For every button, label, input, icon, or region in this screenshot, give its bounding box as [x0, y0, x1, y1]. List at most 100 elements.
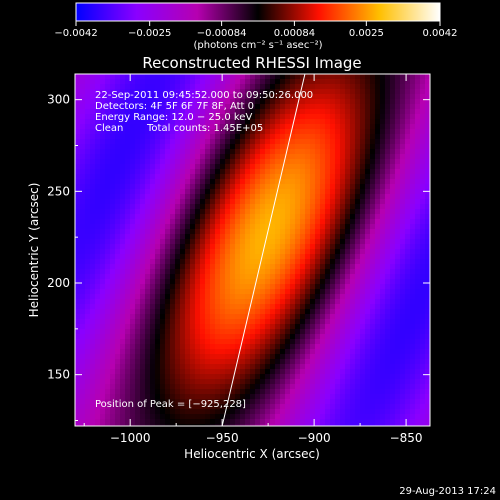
- heatmap-cell: [220, 134, 226, 140]
- heatmap-cell: [140, 349, 146, 355]
- heatmap-cell: [115, 269, 121, 275]
- heatmap-cell: [300, 169, 306, 175]
- heatmap-cell: [165, 159, 171, 165]
- heatmap-cell: [100, 129, 106, 135]
- heatmap-cell: [240, 194, 246, 200]
- heatmap-cell: [355, 404, 361, 410]
- heatmap-cell: [200, 354, 206, 360]
- heatmap-cell: [385, 214, 391, 220]
- heatmap-cell: [310, 134, 316, 140]
- heatmap-cell: [105, 184, 111, 190]
- heatmap-cell: [350, 414, 356, 420]
- heatmap-cell: [90, 259, 96, 265]
- heatmap-cell: [340, 254, 346, 260]
- heatmap-cell: [105, 384, 111, 390]
- heatmap-cell: [320, 264, 326, 270]
- heatmap-cell: [415, 244, 421, 250]
- heatmap-cell: [165, 79, 171, 85]
- heatmap-cell: [370, 189, 376, 195]
- heatmap-cell: [345, 344, 351, 350]
- heatmap-cell: [335, 184, 341, 190]
- heatmap-cell: [420, 74, 426, 80]
- heatmap-cell: [80, 299, 86, 305]
- heatmap-cell: [335, 354, 341, 360]
- heatmap-cell: [170, 109, 176, 115]
- heatmap-cell: [405, 164, 411, 170]
- heatmap-cell: [315, 164, 321, 170]
- heatmap-cell: [410, 184, 416, 190]
- heatmap-cell: [340, 354, 346, 360]
- heatmap-cell: [105, 79, 111, 85]
- heatmap-cell: [270, 394, 276, 400]
- heatmap-cell: [170, 284, 176, 290]
- heatmap-cell: [280, 309, 286, 315]
- heatmap-cell: [110, 204, 116, 210]
- heatmap-cell: [405, 174, 411, 180]
- heatmap-cell: [275, 84, 281, 90]
- heatmap-cell: [170, 374, 176, 380]
- heatmap-cell: [360, 169, 366, 175]
- heatmap-cell: [260, 299, 266, 305]
- heatmap-cell: [250, 229, 256, 235]
- heatmap-cell: [90, 354, 96, 360]
- heatmap-cell: [415, 399, 421, 405]
- heatmap-cell: [295, 379, 301, 385]
- heatmap-cell: [220, 224, 226, 230]
- heatmap-cell: [125, 374, 131, 380]
- heatmap-cell: [315, 304, 321, 310]
- heatmap-cell: [400, 334, 406, 340]
- heatmap-cell: [90, 214, 96, 220]
- heatmap-cell: [360, 154, 366, 160]
- heatmap-cell: [85, 269, 91, 275]
- heatmap-cell: [200, 124, 206, 130]
- heatmap-cell: [270, 349, 276, 355]
- heatmap-cell: [285, 104, 291, 110]
- heatmap-cell: [260, 139, 266, 145]
- heatmap-cell: [160, 139, 166, 145]
- heatmap-cell: [300, 234, 306, 240]
- heatmap-cell: [190, 274, 196, 280]
- heatmap-cell: [335, 109, 341, 115]
- heatmap-cell: [225, 119, 231, 125]
- heatmap-cell: [195, 319, 201, 325]
- heatmap-cell: [275, 279, 281, 285]
- heatmap-cell: [265, 144, 271, 150]
- heatmap-cell: [170, 324, 176, 330]
- heatmap-cell: [365, 109, 371, 115]
- heatmap-cell: [390, 349, 396, 355]
- heatmap-cell: [180, 359, 186, 365]
- heatmap-cell: [220, 154, 226, 160]
- heatmap-cell: [420, 84, 426, 90]
- heatmap-cell: [365, 104, 371, 110]
- heatmap-cell: [115, 214, 121, 220]
- heatmap-cell: [295, 289, 301, 295]
- heatmap-cell: [280, 344, 286, 350]
- heatmap-cell: [175, 359, 181, 365]
- heatmap-cell: [375, 94, 381, 100]
- heatmap-cell: [315, 404, 321, 410]
- heatmap-cell: [320, 374, 326, 380]
- heatmap-cell: [350, 404, 356, 410]
- heatmap-cell: [410, 339, 416, 345]
- heatmap-cell: [240, 324, 246, 330]
- heatmap-cell: [205, 214, 211, 220]
- heatmap-cell: [185, 154, 191, 160]
- heatmap-cell: [320, 199, 326, 205]
- heatmap-cell: [330, 119, 336, 125]
- heatmap-cell: [335, 239, 341, 245]
- heatmap-cell: [90, 244, 96, 250]
- heatmap-cell: [340, 319, 346, 325]
- heatmap-cell: [185, 179, 191, 185]
- heatmap-cell: [75, 114, 81, 120]
- heatmap-cell: [155, 144, 161, 150]
- heatmap-cell: [120, 139, 126, 145]
- heatmap-cell: [190, 239, 196, 245]
- heatmap-cell: [260, 324, 266, 330]
- heatmap-cell: [85, 374, 91, 380]
- heatmap-cell: [150, 144, 156, 150]
- heatmap-cell: [415, 289, 421, 295]
- heatmap-cell: [85, 204, 91, 210]
- heatmap-cell: [280, 369, 286, 375]
- heatmap-cell: [265, 114, 271, 120]
- heatmap-cell: [95, 179, 101, 185]
